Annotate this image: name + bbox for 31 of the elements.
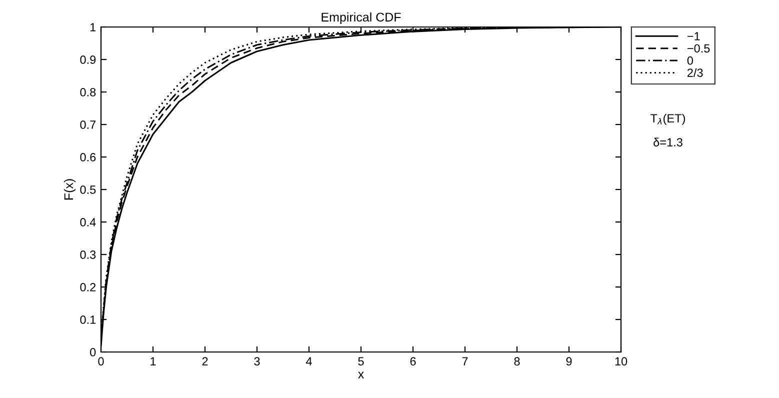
y-tick-label: 0.3 bbox=[80, 250, 96, 259]
x-tick-label: 0 bbox=[98, 357, 104, 366]
x-axis-title: x bbox=[358, 372, 364, 378]
legend-label: −0.5 bbox=[687, 44, 710, 53]
y-tick-label: 0.2 bbox=[80, 283, 96, 292]
x-tick-label: 7 bbox=[462, 357, 468, 366]
legend-label: 2/3 bbox=[687, 68, 703, 77]
text: δ=1.3 bbox=[654, 138, 682, 146]
y-tick-label: 0.8 bbox=[80, 88, 96, 96]
y-tick-label: 0.5 bbox=[80, 186, 96, 194]
legend-label: −1 bbox=[687, 32, 700, 40]
y-tick-label: 0.4 bbox=[80, 218, 96, 226]
x-tick-label: 4 bbox=[306, 357, 312, 366]
y-tick-label: 0.9 bbox=[80, 56, 96, 64]
x-tick-label: 3 bbox=[254, 357, 260, 366]
chart-title: Empirical CDF bbox=[322, 12, 401, 24]
y-tick-label: 0 bbox=[90, 348, 96, 356]
legend-label: 0 bbox=[687, 56, 693, 65]
x-tick-label: 6 bbox=[410, 357, 416, 366]
y-tick-label: 0.7 bbox=[80, 120, 96, 129]
x-tick-label: 8 bbox=[514, 357, 520, 366]
x-tick-label: 2 bbox=[202, 357, 208, 366]
y-axis-title: F(x) bbox=[64, 179, 76, 200]
x-tick-label: 10 bbox=[615, 357, 628, 366]
y-tick-label: 0.1 bbox=[80, 316, 96, 324]
x-tick-label: 9 bbox=[566, 357, 572, 366]
x-tick-label: 5 bbox=[358, 357, 364, 366]
text: T$_{λ}$(ET) bbox=[650, 114, 685, 125]
y-tick-label: 1 bbox=[90, 23, 96, 32]
y-tick-label: 0.6 bbox=[80, 153, 96, 162]
x-tick-label: 1 bbox=[150, 357, 156, 366]
